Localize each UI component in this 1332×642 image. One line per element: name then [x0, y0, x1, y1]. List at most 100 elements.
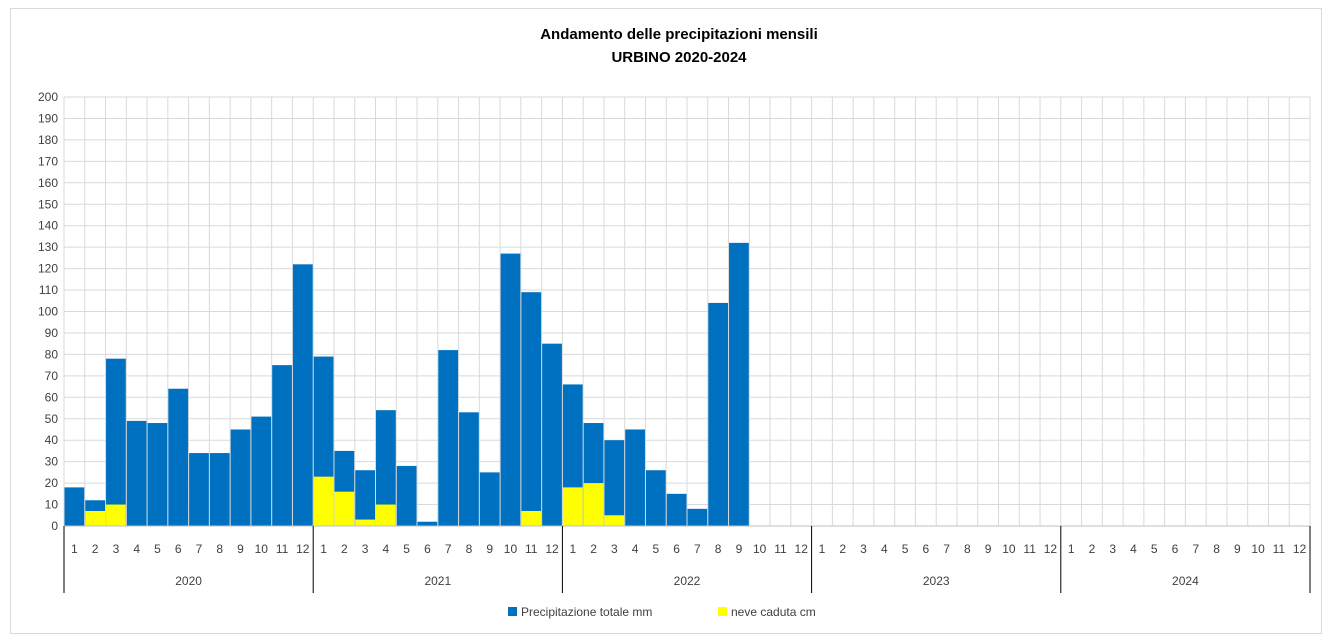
- bars: [64, 242, 749, 527]
- bar-total-precipitation: [106, 358, 126, 526]
- x-tick-month-label: 11: [525, 542, 538, 556]
- chart-title: Andamento delle precipitazioni mensili: [540, 26, 818, 43]
- bar-snowfall: [604, 515, 625, 526]
- bar-snowfall: [334, 491, 355, 526]
- x-tick-month-label: 6: [424, 542, 431, 556]
- y-tick-label: 20: [45, 476, 59, 490]
- x-tick-month-label: 3: [362, 542, 369, 556]
- x-tick-month-label: 12: [545, 542, 559, 556]
- x-tick-month-label: 9: [736, 542, 743, 556]
- x-tick-month-label: 6: [175, 542, 182, 556]
- x-tick-month-label: 1: [320, 542, 327, 556]
- x-tick-year-label: 2023: [923, 574, 950, 588]
- x-tick-month-label: 12: [1293, 542, 1307, 556]
- bar-snowfall: [85, 510, 106, 526]
- x-axis: 1 2 3 4 5 6 7 8 9 10 11 12 1 2 3 4 5 6 7 8 9 10 11 12 1 2 3 4 5 6 7 8 9 1…: [63, 525, 1311, 593]
- y-tick-label: 100: [38, 305, 58, 319]
- grid-lines: [63, 96, 1311, 527]
- bar-snowfall: [521, 510, 542, 526]
- chart-frame: Andamento delle precipitazioni mensili U…: [10, 8, 1322, 634]
- x-tick-month-label: 7: [943, 542, 950, 556]
- x-tick-month-label: 11: [774, 542, 787, 556]
- x-tick-month-label: 8: [216, 542, 223, 556]
- bar-total-precipitation: [666, 493, 687, 526]
- x-tick-month-label: 10: [504, 542, 518, 556]
- y-tick-label: 10: [45, 498, 59, 512]
- x-tick-month-label: 5: [1151, 542, 1158, 556]
- x-tick-month-label: 5: [902, 542, 909, 556]
- x-tick-month-label: 4: [1130, 542, 1137, 556]
- bar-total-precipitation: [500, 253, 521, 526]
- y-tick-label: 110: [39, 283, 58, 297]
- x-tick-month-label: 1: [819, 542, 826, 556]
- x-tick-month-label: 5: [653, 542, 660, 556]
- y-tick-label: 190: [38, 111, 58, 125]
- bar-snowfall: [376, 504, 396, 526]
- y-tick-label: 60: [45, 390, 59, 404]
- bar-total-precipitation: [230, 429, 251, 526]
- x-tick-month-label: 8: [964, 542, 971, 556]
- bar-total-precipitation: [521, 292, 542, 526]
- x-tick-month-label: 4: [632, 542, 639, 556]
- y-tick-label: 180: [38, 133, 58, 147]
- x-tick-month-label: 11: [1273, 542, 1286, 556]
- x-tick-month-label: 6: [1172, 542, 1179, 556]
- x-tick-month-label: 4: [881, 542, 888, 556]
- x-tick-year-label: 2024: [1172, 574, 1199, 588]
- bar-total-precipitation: [729, 242, 749, 527]
- precipitation-chart: Andamento delle precipitazioni mensili U…: [38, 26, 1311, 619]
- x-tick-month-label: 6: [922, 542, 929, 556]
- x-tick-month-label: 10: [255, 542, 269, 556]
- x-tick-month-label: 1: [71, 542, 78, 556]
- y-tick-label: 160: [38, 176, 58, 190]
- bar-total-precipitation: [251, 416, 272, 526]
- bar-total-precipitation: [479, 472, 500, 526]
- legend-swatch: [718, 607, 727, 616]
- legend-swatch: [508, 607, 517, 616]
- y-tick-label: 120: [38, 262, 58, 276]
- bar-total-precipitation: [272, 365, 292, 526]
- bar-total-precipitation: [459, 412, 479, 526]
- y-tick-label: 40: [45, 433, 59, 447]
- y-tick-label: 90: [45, 326, 59, 340]
- x-tick-month-label: 3: [1109, 542, 1116, 556]
- y-tick-label: 170: [38, 154, 58, 168]
- legend-label: neve caduta cm: [731, 605, 816, 619]
- y-tick-label: 200: [38, 90, 58, 104]
- x-tick-month-label: 7: [1192, 542, 1199, 556]
- bar-total-precipitation: [396, 465, 417, 526]
- x-tick-month-label: 10: [753, 542, 767, 556]
- bar-snowfall: [106, 504, 126, 526]
- x-tick-month-label: 9: [1234, 542, 1241, 556]
- x-tick-month-label: 12: [795, 542, 809, 556]
- bar-total-precipitation: [355, 470, 375, 526]
- y-tick-label: 150: [38, 197, 58, 211]
- x-tick-month-label: 8: [466, 542, 473, 556]
- x-tick-month-label: 1: [569, 542, 576, 556]
- bar-snowfall: [313, 476, 334, 526]
- bar-total-precipitation: [417, 521, 438, 526]
- x-tick-month-label: 3: [113, 542, 120, 556]
- x-tick-month-label: 10: [1002, 542, 1016, 556]
- x-tick-month-label: 7: [445, 542, 452, 556]
- bar-total-precipitation: [64, 487, 85, 526]
- bar-total-precipitation: [542, 343, 562, 526]
- legend: Precipitazione totale mm neve caduta cm: [508, 605, 816, 619]
- bar-snowfall: [562, 487, 583, 526]
- bar-total-precipitation: [438, 350, 459, 526]
- x-tick-month-label: 2: [590, 542, 597, 556]
- x-tick-month-label: 4: [133, 542, 140, 556]
- x-tick-month-label: 5: [154, 542, 161, 556]
- bar-total-precipitation: [604, 440, 625, 526]
- bar-total-precipitation: [292, 264, 313, 526]
- y-tick-label: 140: [38, 219, 58, 233]
- x-tick-month-label: 6: [673, 542, 680, 556]
- x-tick-month-label: 7: [196, 542, 203, 556]
- y-tick-label: 130: [38, 240, 58, 254]
- x-tick-month-label: 1: [1068, 542, 1075, 556]
- bar-total-precipitation: [376, 410, 396, 526]
- bar-total-precipitation: [126, 420, 147, 526]
- bar-total-precipitation: [645, 470, 666, 526]
- bar-snowfall: [355, 519, 375, 526]
- bar-total-precipitation: [147, 423, 168, 526]
